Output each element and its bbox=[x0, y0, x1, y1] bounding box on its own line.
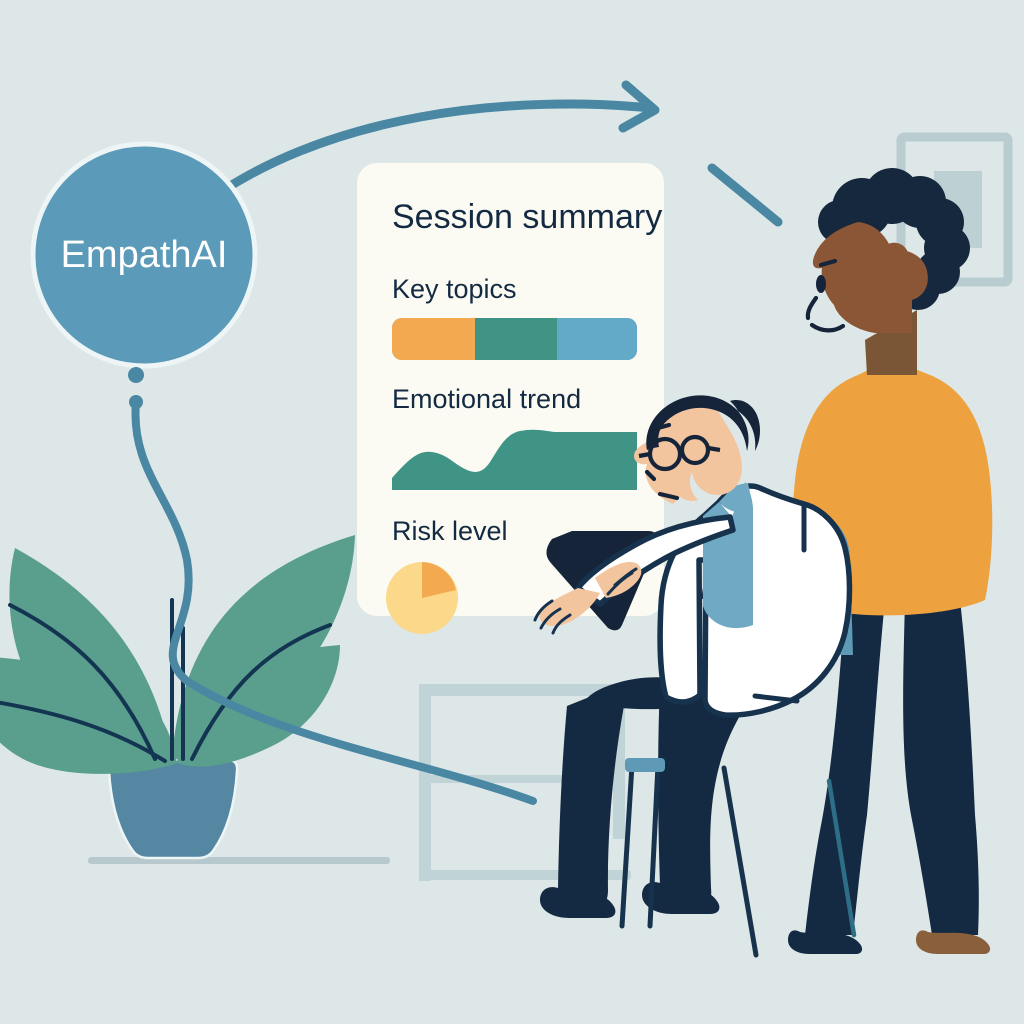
svg-text:Emotional trend: Emotional trend bbox=[392, 384, 581, 414]
svg-text:EmpathAI: EmpathAI bbox=[61, 234, 228, 276]
svg-text:Key topics: Key topics bbox=[392, 274, 517, 304]
svg-text:Session summary: Session summary bbox=[392, 198, 662, 236]
svg-text:Risk level: Risk level bbox=[392, 516, 508, 546]
